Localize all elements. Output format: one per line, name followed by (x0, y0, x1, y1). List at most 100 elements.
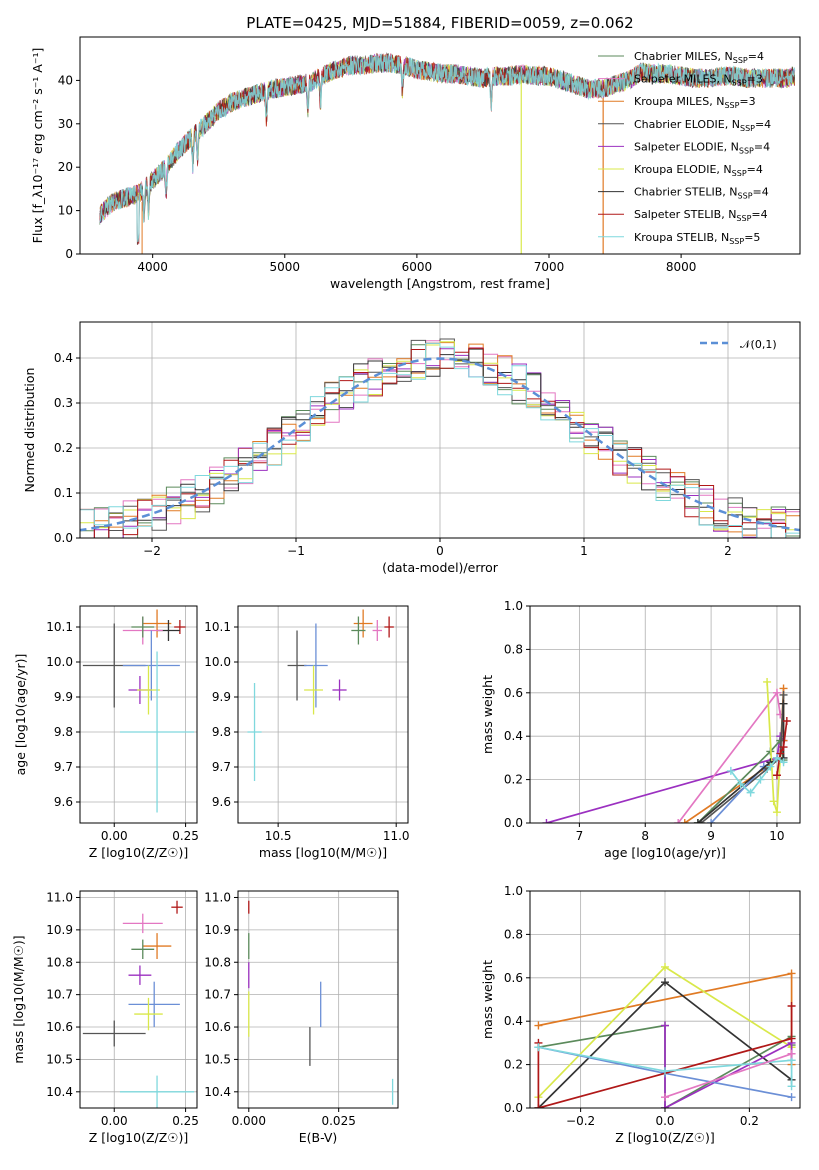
plot-area (542, 677, 791, 823)
weight-marker (772, 808, 781, 817)
weight-marker (693, 819, 702, 823)
weight-marker (534, 1043, 543, 1052)
errorbar-point-0 (171, 900, 183, 914)
y-tick-label: 0.8 (504, 927, 523, 941)
errorbar-point-7 (82, 1020, 146, 1047)
weight-marker (661, 1104, 669, 1108)
legend-entry: Salpeter STELIB, NSSP=4 (634, 208, 768, 223)
x-tick-label: 0.2 (740, 1114, 759, 1128)
axes-frame (237, 605, 409, 824)
errorbar-point-5 (128, 981, 180, 1028)
x-tick-label: 1 (580, 544, 588, 558)
y-tick-label: 11.0 (46, 890, 73, 904)
y-tick-label: 0.4 (504, 729, 523, 743)
weight-marker (787, 1093, 796, 1102)
weight-marker (736, 779, 745, 788)
errorbar-point-4 (128, 965, 152, 985)
weight-marker (787, 1082, 796, 1091)
weight-marker (776, 749, 785, 758)
weight-marker (661, 978, 669, 987)
legend-entry: Salpeter MILES, NSSP=3 (634, 73, 763, 88)
y-tick-label: 10.1 (204, 620, 231, 634)
plot-area (82, 609, 195, 813)
legend-entry: Chabrier STELIB, NSSP=4 (634, 186, 769, 201)
errorbar-point-6 (122, 630, 180, 701)
errorbar-point-1 (142, 933, 172, 960)
y-tick-label: 30 (58, 117, 73, 131)
weight-series-8 (772, 717, 791, 780)
weight-marker (787, 1002, 796, 1011)
y-tick-label: 0.8 (504, 642, 523, 656)
weight-marker (787, 969, 796, 978)
weight-marker (674, 819, 683, 823)
y-tick-label: 11.0 (204, 890, 231, 904)
y-tick-label: 10.1 (46, 620, 73, 634)
weight-marker (772, 771, 781, 780)
y-tick-label: 10.0 (204, 655, 231, 669)
y-tick-label: 9.6 (212, 795, 231, 809)
weight-marker (787, 1049, 796, 1058)
y-tick-label: 10.7 (204, 988, 231, 1002)
y-tick-label: 0.0 (504, 1101, 523, 1115)
weight-series-1 (674, 688, 785, 823)
y-tick-label: 0 (65, 247, 73, 261)
weight-marker (779, 743, 788, 752)
y-tick-label: 20 (58, 160, 73, 174)
x-axis-label: age [log10(age/yr)] (604, 845, 726, 860)
errorbar-point-1 (353, 609, 373, 638)
y-tick-label: 0.4 (54, 351, 73, 365)
x-axis-label: mass [log10(M/M☉)] (259, 845, 387, 860)
weight-line (538, 1046, 793, 1087)
weight-marker (661, 1021, 669, 1030)
weight-marker (542, 819, 551, 823)
legend: 𝒩(0,1) (700, 338, 777, 351)
errorbar-point-1 (142, 609, 172, 638)
x-tick-label: −2 (143, 544, 161, 558)
weight-line (776, 720, 788, 776)
y-tick-label: 1.0 (504, 884, 523, 898)
x-tick-label: 10 (769, 829, 784, 843)
x-tick-label: 0 (436, 544, 444, 558)
axes-frame (237, 890, 399, 1109)
x-tick-label: 8000 (666, 260, 697, 274)
legend-entry: Chabrier MILES, NSSP=4 (634, 50, 764, 65)
y-axis-label: Normed distribution (22, 368, 37, 493)
weight-marker (763, 677, 772, 686)
plot-area (534, 962, 796, 1108)
y-tick-label: 9.8 (54, 725, 73, 739)
errorbar-point-8 (119, 1075, 195, 1108)
y-axis-label: mass [log10(M/M☉)] (11, 935, 26, 1063)
axes-frame (79, 890, 198, 1109)
y-axis-label: mass weight (480, 675, 495, 754)
y-tick-label: 10 (58, 204, 73, 218)
y-tick-label: 0.3 (54, 396, 73, 410)
axes-weight-vs-Z: −0.2 0.0 0.2 0.0 0.2 0.4 0.6 0.8 1.0 Z [log10(Z/Z… (480, 884, 801, 1145)
plot-area (82, 900, 195, 1108)
y-tick-label: 0.2 (504, 1058, 523, 1072)
x-tick-label: 0.0 (655, 1114, 674, 1128)
y-tick-label: 10.8 (204, 955, 231, 969)
weight-marker (661, 962, 669, 971)
y-axis-label: Flux [f_λ10⁻¹⁷ erg cm⁻² s⁻¹ A⁻¹] (30, 48, 45, 244)
legend: Chabrier MILES, NSSP=4 Salpeter MILES, NS… (598, 50, 771, 246)
y-tick-label: 1.0 (504, 599, 523, 613)
figure-title: PLATE=0425, MJD=51884, FIBERID=0059, z=0… (246, 14, 633, 32)
axes-age-vs-mass: 10.5 11.0 9.6 9.7 9.8 9.9 10.0 10.1 mass [log10(… (204, 605, 410, 860)
weight-marker (787, 1034, 796, 1043)
axes-age-vs-Z: 0.00 0.25 9.6 9.7 9.8 9.9 10.0 10.1 Z [log10(Z/Z… (13, 605, 199, 860)
axes-spectrum: 4000 5000 6000 7000 8000 0 10 20 30 40 wavelength … (30, 36, 801, 291)
y-tick-label: 9.6 (54, 795, 73, 809)
x-tick-label: 6000 (402, 260, 433, 274)
weight-marker (779, 758, 788, 767)
weight-marker (661, 1093, 669, 1102)
weight-marker (661, 1067, 669, 1076)
y-tick-label: 10.7 (46, 988, 73, 1002)
weight-marker (534, 1104, 543, 1108)
x-axis-label: (data-model)/error (382, 560, 499, 575)
y-tick-label: 9.8 (212, 725, 231, 739)
errorbar-point-0 (384, 616, 394, 638)
weight-line (766, 681, 782, 813)
legend-entry: Kroupa STELIB, NSSP=5 (634, 231, 760, 246)
x-axis-label: E(B-V) (299, 1130, 338, 1145)
histogram-8 (80, 342, 800, 538)
